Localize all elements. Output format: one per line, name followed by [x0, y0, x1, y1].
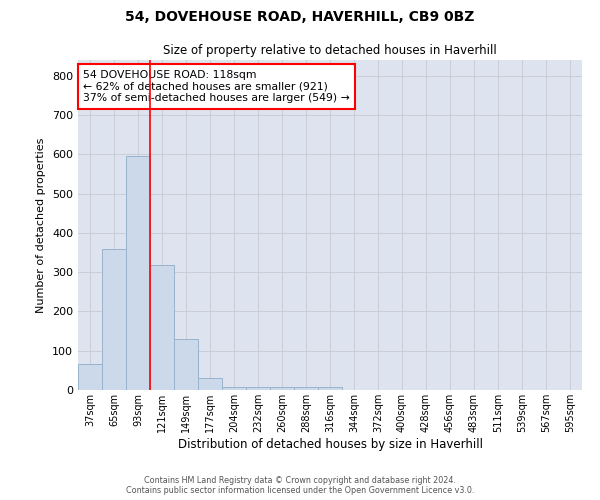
Bar	[78, 364, 102, 390]
Bar	[198, 378, 222, 390]
Bar	[222, 387, 246, 390]
X-axis label: Distribution of detached houses by size in Haverhill: Distribution of detached houses by size …	[178, 438, 482, 450]
Text: 54 DOVEHOUSE ROAD: 118sqm
← 62% of detached houses are smaller (921)
37% of semi: 54 DOVEHOUSE ROAD: 118sqm ← 62% of detac…	[83, 70, 350, 103]
Bar	[318, 387, 342, 390]
Bar	[150, 266, 174, 390]
Bar	[246, 387, 270, 390]
Bar	[294, 387, 318, 390]
Text: 54, DOVEHOUSE ROAD, HAVERHILL, CB9 0BZ: 54, DOVEHOUSE ROAD, HAVERHILL, CB9 0BZ	[125, 10, 475, 24]
Bar	[270, 387, 294, 390]
Bar	[126, 156, 150, 390]
Bar	[174, 339, 198, 390]
Bar	[102, 250, 126, 390]
Title: Size of property relative to detached houses in Haverhill: Size of property relative to detached ho…	[163, 44, 497, 58]
Y-axis label: Number of detached properties: Number of detached properties	[37, 138, 46, 312]
Text: Contains HM Land Registry data © Crown copyright and database right 2024.
Contai: Contains HM Land Registry data © Crown c…	[126, 476, 474, 495]
